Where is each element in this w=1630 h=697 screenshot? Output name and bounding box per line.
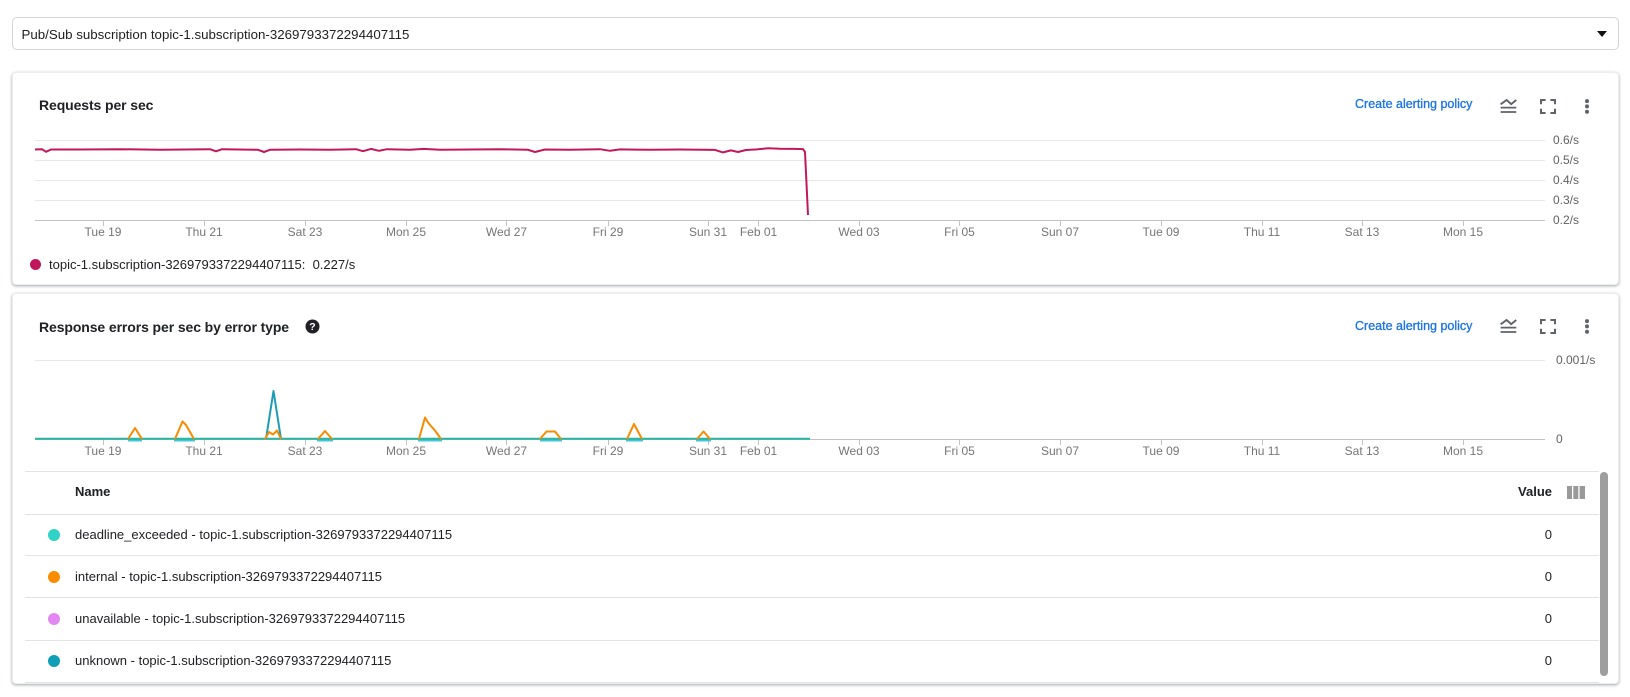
svg-text:Mon 25: Mon 25 bbox=[386, 444, 426, 458]
svg-text:Fri 05: Fri 05 bbox=[944, 444, 975, 458]
svg-text:?: ? bbox=[309, 321, 315, 333]
svg-text:0.2/s: 0.2/s bbox=[1553, 213, 1579, 227]
svg-text:Sun 31: Sun 31 bbox=[689, 225, 727, 239]
svg-text:Sat 23: Sat 23 bbox=[288, 225, 323, 239]
svg-text:Mon 25: Mon 25 bbox=[386, 225, 426, 239]
svg-text:0.001/s: 0.001/s bbox=[1556, 353, 1595, 367]
svg-text:Sat 13: Sat 13 bbox=[1345, 225, 1380, 239]
svg-text:Mon 15: Mon 15 bbox=[1443, 225, 1483, 239]
svg-text:Sat 13: Sat 13 bbox=[1345, 444, 1380, 458]
svg-text:Sun 31: Sun 31 bbox=[689, 444, 727, 458]
svg-text:Thu 11: Thu 11 bbox=[1244, 444, 1281, 458]
svg-text:Sun 07: Sun 07 bbox=[1041, 225, 1079, 239]
svg-text:0: 0 bbox=[1556, 432, 1563, 446]
svg-text:Wed 03: Wed 03 bbox=[838, 444, 879, 458]
svg-text:Sun 07: Sun 07 bbox=[1041, 444, 1079, 458]
svg-text:Tue 09: Tue 09 bbox=[1143, 225, 1180, 239]
svg-text:0.3/s: 0.3/s bbox=[1553, 193, 1579, 207]
svg-text:0.6/s: 0.6/s bbox=[1553, 133, 1579, 147]
svg-text:0.5/s: 0.5/s bbox=[1553, 153, 1579, 167]
svg-text:Fri 29: Fri 29 bbox=[593, 444, 624, 458]
svg-text:Wed 27: Wed 27 bbox=[486, 225, 527, 239]
svg-text:Feb 01: Feb 01 bbox=[740, 225, 778, 239]
svg-text:Wed 03: Wed 03 bbox=[838, 225, 879, 239]
svg-text:Thu 21: Thu 21 bbox=[185, 444, 223, 458]
svg-text:Sat 23: Sat 23 bbox=[288, 444, 323, 458]
svg-text:Mon 15: Mon 15 bbox=[1443, 444, 1483, 458]
svg-text:Tue 09: Tue 09 bbox=[1143, 444, 1180, 458]
svg-text:Fri 29: Fri 29 bbox=[593, 225, 624, 239]
svg-text:Thu 11: Thu 11 bbox=[1244, 225, 1281, 239]
svg-text:Tue 19: Tue 19 bbox=[85, 225, 122, 239]
svg-text:0.4/s: 0.4/s bbox=[1553, 173, 1579, 187]
svg-text:Fri 05: Fri 05 bbox=[944, 225, 975, 239]
svg-text:Tue 19: Tue 19 bbox=[85, 444, 122, 458]
svg-text:Thu 21: Thu 21 bbox=[185, 225, 223, 239]
svg-text:Wed 27: Wed 27 bbox=[486, 444, 527, 458]
svg-text:Feb 01: Feb 01 bbox=[740, 444, 778, 458]
